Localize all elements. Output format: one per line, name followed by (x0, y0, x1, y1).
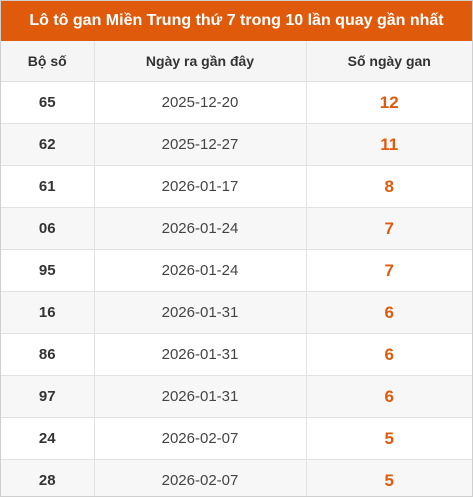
table-row: 62 2025-12-27 11 (1, 123, 472, 166)
row-last-date: 2026-01-17 (93, 165, 306, 208)
row-last-date: 2026-01-31 (93, 291, 306, 334)
table-row: 28 2026-02-07 5 (1, 459, 472, 496)
row-number: 62 (1, 123, 94, 166)
row-number: 95 (1, 249, 94, 292)
row-gan-days: 12 (305, 81, 472, 124)
row-number: 06 (1, 207, 94, 250)
row-last-date: 2026-01-24 (93, 249, 306, 292)
row-last-date: 2026-01-24 (93, 207, 306, 250)
row-last-date: 2026-02-07 (93, 417, 306, 460)
row-number: 16 (1, 291, 94, 334)
row-last-date: 2025-12-27 (93, 123, 306, 166)
header-gan-days: Số ngày gan (305, 41, 472, 82)
row-gan-days: 6 (305, 291, 472, 334)
row-gan-days: 11 (305, 123, 472, 166)
row-gan-days: 5 (305, 417, 472, 460)
table-row: 86 2026-01-31 6 (1, 333, 472, 376)
row-gan-days: 7 (305, 207, 472, 250)
row-last-date: 2026-01-31 (93, 333, 306, 376)
panel-title: Lô tô gan Miền Trung thứ 7 trong 10 lần … (1, 1, 472, 41)
row-gan-days: 5 (305, 459, 472, 496)
row-number: 28 (1, 459, 94, 496)
header-number: Bộ số (1, 41, 94, 82)
row-number: 97 (1, 375, 94, 418)
row-last-date: 2026-02-07 (93, 459, 306, 496)
table-header-row: Bộ số Ngày ra gần đây Số ngày gan (1, 41, 472, 82)
table-row: 61 2026-01-17 8 (1, 165, 472, 208)
row-number: 65 (1, 81, 94, 124)
lotto-gan-table: Bộ số Ngày ra gần đây Số ngày gan 65 202… (1, 41, 472, 496)
row-gan-days: 6 (305, 375, 472, 418)
row-number: 24 (1, 417, 94, 460)
table-row: 24 2026-02-07 5 (1, 417, 472, 460)
table-row: 95 2026-01-24 7 (1, 249, 472, 292)
table-row: 16 2026-01-31 6 (1, 291, 472, 334)
row-number: 61 (1, 165, 94, 208)
row-last-date: 2026-01-31 (93, 375, 306, 418)
row-number: 86 (1, 333, 94, 376)
table-row: 97 2026-01-31 6 (1, 375, 472, 418)
row-last-date: 2025-12-20 (93, 81, 306, 124)
row-gan-days: 7 (305, 249, 472, 292)
row-gan-days: 8 (305, 165, 472, 208)
row-gan-days: 6 (305, 333, 472, 376)
table-row: 65 2025-12-20 12 (1, 81, 472, 124)
header-last-date: Ngày ra gần đây (93, 41, 306, 82)
table-row: 06 2026-01-24 7 (1, 207, 472, 250)
